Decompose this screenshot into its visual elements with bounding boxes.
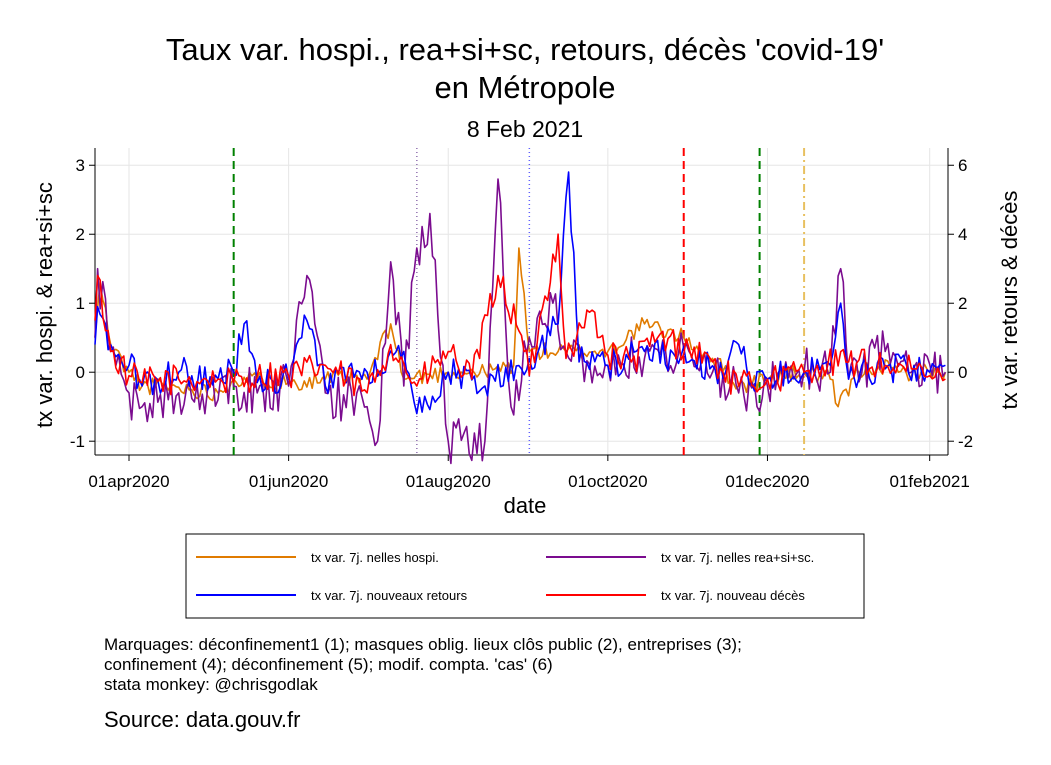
x-tick-label: 01oct2020	[568, 472, 647, 491]
y-right-tick-label: 6	[958, 156, 967, 175]
legend-box	[185, 533, 865, 619]
y-right-tick-label: 0	[958, 363, 967, 382]
chart-title-line1: Taux var. hospi., rea+si+sc, retours, dé…	[166, 32, 884, 67]
x-tick-label: 01apr2020	[88, 472, 169, 491]
series-line-3	[94, 233, 946, 397]
y-axis-right-title: tx var. retours & décès	[997, 191, 1022, 410]
plot-area: 01apr2020 01jun2020 01aug2020 01oct2020 01de…	[70, 148, 973, 491]
notes-line-1: Marquages: déconfinement1 (1); masques o…	[104, 635, 742, 654]
y-left-tick-label: 1	[76, 294, 85, 313]
y-left-tick-label: -1	[70, 432, 85, 451]
y-right-tick-label: 4	[958, 225, 967, 244]
y-left-tick-label: 3	[76, 156, 85, 175]
plot-background	[95, 148, 948, 455]
x-tick-label: 01aug2020	[406, 472, 491, 491]
y-right-tick-label: -2	[958, 432, 973, 451]
notes-line-3: stata monkey: @chrisgodlak	[104, 675, 318, 694]
x-tick-label: 01jun2020	[249, 472, 328, 491]
notes-line-2: confinement (4); déconfinement (5); modi…	[104, 655, 553, 674]
series-line-2	[94, 171, 946, 415]
y-left-tick-label: 0	[76, 363, 85, 382]
legend-label-hospi: tx var. 7j. nelles hospi.	[311, 550, 439, 565]
x-axis-title: date	[504, 493, 547, 518]
chart-title-line2: en Métropole	[435, 70, 616, 105]
x-tick-label: 01dec2020	[725, 472, 809, 491]
y-right-tick-label: 2	[958, 294, 967, 313]
chart-subtitle: 8 Feb 2021	[467, 116, 583, 142]
legend-label-retours: tx var. 7j. nouveaux retours	[311, 588, 468, 603]
legend-label-rea: tx var. 7j. nelles rea+si+sc.	[661, 550, 814, 565]
x-tick-label: 01feb2021	[889, 472, 969, 491]
legend: tx var. 7j. nelles hospi. tx var. 7j. ne…	[185, 533, 865, 619]
y-left-tick-label: 2	[76, 225, 85, 244]
y-axis-left-title: tx var. hospi. & rea+si+sc	[32, 182, 57, 428]
source-note: Source: data.gouv.fr	[104, 707, 301, 732]
legend-label-deces: tx var. 7j. nouveau décès	[661, 588, 805, 603]
